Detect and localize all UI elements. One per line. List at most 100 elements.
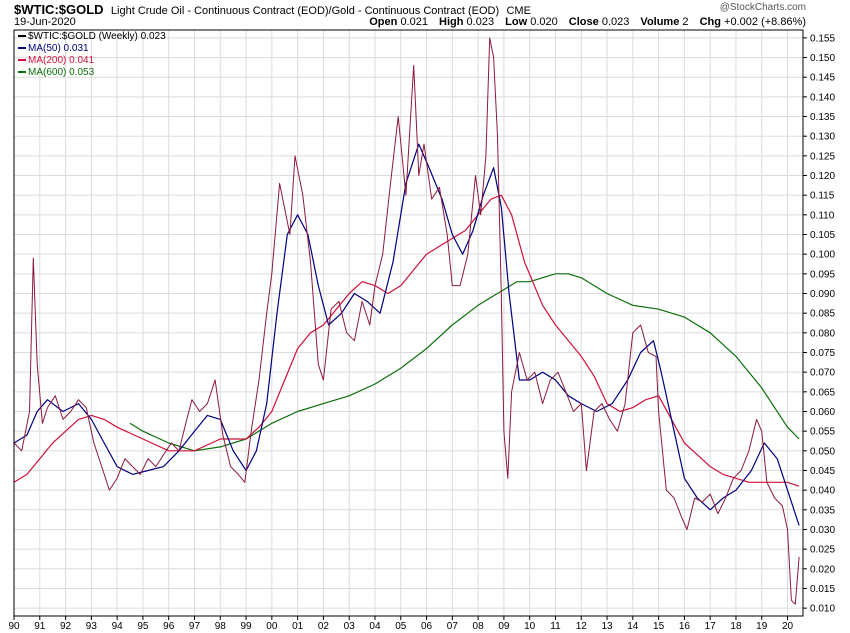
y-tick-label: 0.105	[810, 230, 835, 241]
x-tick-label: 95	[137, 621, 149, 632]
low-label: Low	[505, 16, 528, 28]
x-tick-label: 93	[86, 621, 98, 632]
x-tick-label: 16	[679, 621, 691, 632]
x-tick-label: 10	[524, 621, 536, 632]
x-tick-label: 97	[189, 621, 201, 632]
y-tick-label: 0.090	[810, 289, 835, 300]
chg-label: Chg	[699, 16, 721, 28]
y-tick-label: 0.155	[810, 33, 835, 44]
x-tick-label: 13	[601, 621, 613, 632]
y-tick-label: 0.075	[810, 348, 835, 359]
open-value: 0.021	[400, 16, 428, 28]
y-tick-label: 0.080	[810, 328, 835, 339]
x-tick-label: 09	[498, 621, 510, 632]
high-value: 0.023	[466, 16, 495, 28]
y-tick-label: 0.030	[810, 525, 835, 536]
legend-item-ma200: MA(200) 0.041	[18, 55, 166, 67]
chart-title: $WTIC:$GOLD Light Crude Oil - Continuous…	[14, 2, 531, 17]
legend-swatch-ma600	[18, 71, 26, 74]
legend-swatch-ma200	[18, 59, 26, 62]
high-label: High	[439, 16, 464, 28]
close-value: 0.023	[601, 16, 630, 28]
x-tick-label: 18	[730, 621, 742, 632]
plot-frame	[13, 29, 804, 617]
x-tick-label: 05	[395, 621, 407, 632]
legend-label-ma600: MA(600) 0.053	[28, 67, 95, 78]
legend-label-ma200: MA(200) 0.041	[28, 55, 95, 66]
y-tick-label: 0.055	[810, 427, 835, 438]
series-line-price	[13, 37, 800, 605]
stockcharts-watermark: @StockCharts.com	[719, 2, 806, 13]
x-tick-label: 11	[550, 621, 561, 632]
x-tick-label: 01	[292, 621, 304, 632]
legend-label-price: $WTIC:$GOLD (Weekly) 0.023	[28, 31, 166, 42]
y-tick-label: 0.150	[810, 53, 835, 64]
chg-value: +0.002 (+8.86%)	[724, 16, 806, 28]
y-tick-label: 0.040	[810, 486, 835, 497]
y-tick-label: 0.050	[810, 446, 835, 457]
y-tick-label: 0.130	[810, 132, 835, 143]
plot-area	[14, 30, 803, 616]
y-tick-label: 0.110	[810, 210, 835, 221]
x-tick-label: 00	[266, 621, 278, 632]
series-line-ma200	[13, 194, 800, 487]
date-label: 19-Jun-2020	[14, 16, 76, 28]
x-tick-label: 15	[653, 621, 665, 632]
x-tick-label: 14	[627, 621, 639, 632]
x-tick-label: 92	[60, 621, 72, 632]
y-tick-label: 0.020	[810, 564, 835, 575]
exchange-label: CME	[506, 5, 531, 17]
y-tick-label: 0.015	[810, 584, 835, 595]
y-tick-label: 0.095	[810, 269, 835, 280]
x-tick-label: 94	[112, 621, 124, 632]
y-tick-label: 0.025	[810, 545, 835, 556]
open-label: Open	[369, 16, 398, 28]
close-label: Close	[568, 16, 599, 28]
x-tick-label: 99	[240, 621, 252, 632]
y-tick-label: 0.125	[810, 151, 835, 162]
quote-summary: Open 0.021 High 0.023 Low 0.020 Close 0.…	[369, 16, 806, 28]
x-tick-label: 90	[8, 621, 20, 632]
symbol-label: $WTIC:$GOLD	[14, 2, 104, 17]
legend-swatch-price	[18, 35, 26, 38]
legend-item-ma50: MA(50) 0.031	[18, 43, 166, 55]
x-tick-label: 19	[756, 621, 768, 632]
y-tick-label: 0.115	[810, 191, 835, 202]
low-value: 0.020	[530, 16, 558, 28]
legend-item-ma600: MA(600) 0.053	[18, 67, 166, 79]
y-tick-label: 0.140	[810, 92, 835, 103]
y-tick-label: 0.070	[810, 368, 835, 379]
x-tick-label: 02	[318, 621, 330, 632]
y-tick-label: 0.035	[810, 505, 835, 516]
series-line-ma50	[13, 143, 800, 526]
x-tick-label: 07	[447, 621, 459, 632]
y-tick-label: 0.145	[810, 73, 835, 84]
x-tick-label: 06	[421, 621, 433, 632]
chart-header: $WTIC:$GOLD Light Crude Oil - Continuous…	[0, 0, 850, 30]
y-tick-label: 0.045	[810, 466, 835, 477]
x-tick-label: 12	[576, 621, 588, 632]
description-label: Light Crude Oil - Continuous Contract (E…	[110, 5, 500, 17]
legend-item-price: $WTIC:$GOLD (Weekly) 0.023	[18, 31, 166, 43]
y-tick-label: 0.100	[810, 250, 835, 261]
x-tick-label: 03	[344, 621, 356, 632]
y-tick-label: 0.120	[810, 171, 835, 182]
legend-label-ma50: MA(50) 0.031	[28, 43, 89, 54]
x-tick-label: 98	[215, 621, 227, 632]
chart-legend: $WTIC:$GOLD (Weekly) 0.023 MA(50) 0.031 …	[18, 31, 166, 79]
legend-swatch-ma50	[18, 47, 26, 50]
y-tick-label: 0.010	[810, 604, 835, 615]
x-tick-label: 96	[163, 621, 175, 632]
volume-value: 2	[682, 16, 689, 28]
y-tick-label: 0.060	[810, 407, 835, 418]
y-tick-label: 0.085	[810, 309, 835, 320]
volume-label: Volume	[640, 16, 680, 28]
x-tick-label: 04	[369, 621, 381, 632]
y-tick-label: 0.135	[810, 112, 835, 123]
x-tick-label: 08	[473, 621, 485, 632]
y-tick-label: 0.065	[810, 387, 835, 398]
x-tick-label: 20	[782, 621, 794, 632]
x-tick-label: 91	[34, 621, 46, 632]
x-tick-label: 17	[705, 621, 717, 632]
